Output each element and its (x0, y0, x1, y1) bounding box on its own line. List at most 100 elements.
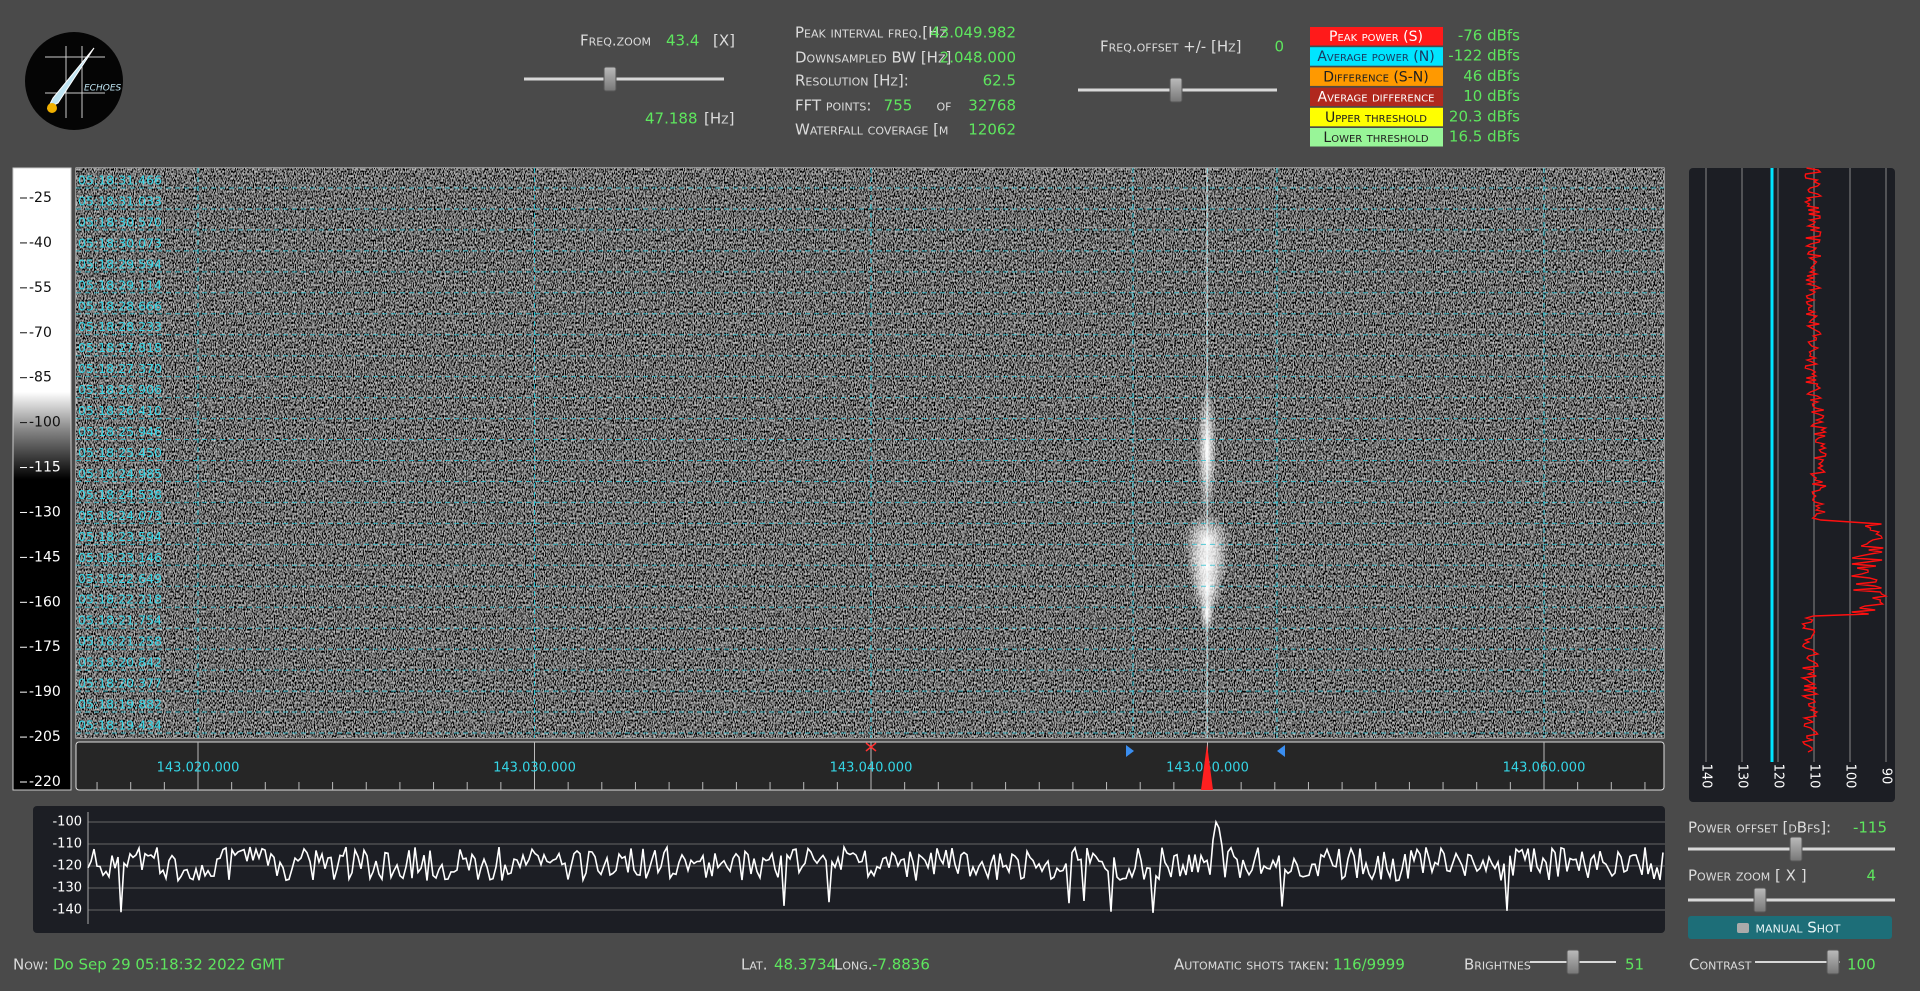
scale-tick-label: -70 (29, 325, 52, 341)
timestamp: 05:18:19.434 (78, 718, 162, 733)
manual-shot-label: manual Shot (1756, 919, 1841, 937)
timestamp: 05:18:28.666 (78, 298, 162, 313)
scale-tick-label: -25 (29, 190, 52, 206)
legend-swatch (1310, 128, 1443, 147)
freq-zoom-value: 43.4 (666, 32, 699, 50)
scale-tick-label: -205 (29, 729, 61, 745)
power-offset-slider[interactable] (1789, 836, 1803, 862)
timestamp: 05:18:24.985 (78, 466, 162, 481)
contrast-value: 100 (1847, 956, 1876, 974)
timestamp: 05:18:24.073 (78, 508, 162, 523)
marker-left (1126, 745, 1134, 757)
contrast-label: Contrast (1689, 956, 1752, 974)
legend-swatch (1310, 47, 1443, 66)
long-value: -7.8836 (872, 956, 930, 974)
legend-label: Average power (N) (1317, 49, 1434, 65)
scale-tick-label: -55 (29, 280, 52, 296)
legend-value: 20.3 dBfs (1449, 107, 1520, 125)
timestamp: 05:18:31.466 (78, 173, 162, 188)
info-label: Peak interval freq.[Hz (795, 24, 947, 42)
spectrum-tick-label: -130 (52, 881, 82, 896)
timestamp: 05:18:26.410 (78, 403, 162, 418)
scale-tick-label: -145 (29, 549, 61, 565)
freq-zoom-hz-value: 47.188 (645, 110, 698, 128)
power-profile (1689, 168, 1895, 802)
logo (25, 32, 123, 130)
freq-zoom-slider[interactable] (603, 66, 617, 92)
timestamp: 05:18:29.594 (78, 256, 162, 271)
scale-tick-label: -40 (29, 235, 52, 251)
legend-label: Peak power (S) (1329, 29, 1423, 45)
freq-zoom-label: Freq.zoom (580, 32, 651, 50)
timestamp: 05:18:21.754 (78, 613, 162, 628)
lat-value: 48.3734 (774, 956, 836, 974)
timestamp: 05:18:22.218 (78, 592, 162, 607)
freq-zoom-hz-unit: [Hz] (704, 110, 735, 128)
spectrum-tick-label: -100 (52, 815, 82, 830)
info-label: Resolution [Hz]: (795, 72, 909, 90)
power-zoom-slider[interactable] (1753, 887, 1767, 913)
legend-value: -122 dBfs (1448, 47, 1520, 65)
timestamp: 05:18:20.377 (78, 676, 162, 691)
shots-label: Automatic shots taken: (1174, 956, 1329, 974)
brightness-label: Brightnes (1464, 956, 1531, 974)
freq-offset-slider[interactable] (1169, 77, 1183, 103)
info-total: 32768 (968, 97, 1016, 115)
freq-zoom-unit: [X] (713, 32, 735, 50)
timestamp: 05:18:24.538 (78, 487, 162, 502)
frequency-axis (75, 741, 1665, 791)
profile-line (1799, 167, 1889, 753)
info-label: Waterfall coverage [m (795, 121, 948, 139)
timestamp: 05:18:25.946 (78, 424, 162, 439)
legend-label: Average difference (1318, 90, 1435, 106)
power-offset-label: Power offset [dBfs]: (1688, 819, 1831, 837)
legend-value: -76 dBfs (1458, 27, 1520, 45)
marker-right (1277, 745, 1285, 757)
legend-swatch (1310, 87, 1443, 107)
timestamp: 05:18:29.114 (78, 277, 162, 292)
timestamp: 05:18:21.258 (78, 634, 162, 649)
scale-tick-label: -100 (29, 415, 61, 431)
profile-tick-label: 100 (1843, 764, 1858, 789)
info-label: Downsampled BW [Hz] (795, 49, 951, 67)
legend-value: 16.5 dBfs (1449, 128, 1520, 146)
brightness-slider[interactable] (1566, 949, 1580, 975)
camera-icon (1737, 923, 1749, 933)
meteor-echo (1199, 590, 1215, 634)
timestamp: 05:18:25.450 (78, 445, 162, 460)
legend-swatch (1310, 27, 1443, 46)
scale-tick-label: -85 (29, 370, 52, 386)
meteor-echo (1191, 564, 1223, 612)
manual-shot-button[interactable] (1688, 916, 1892, 939)
timestamp: 05:18:27.370 (78, 361, 162, 376)
info-value: 62.5 (983, 72, 1016, 90)
legend-label: Upper threshold (1325, 110, 1427, 126)
timestamp: 05:18:22.649 (78, 571, 162, 586)
long-label: Long. (834, 956, 873, 974)
power-zoom-label: Power zoom [ X ] (1688, 867, 1807, 885)
timestamp: 05:18:23.146 (78, 550, 162, 565)
legend-value: 10 dBfs (1463, 87, 1520, 105)
timestamp: 05:18:27.818 (78, 340, 162, 355)
timestamp: 05:18:20.842 (78, 655, 162, 670)
contrast-slider[interactable] (1826, 949, 1840, 975)
shots-value: 116/9999 (1333, 956, 1405, 974)
spectrum (33, 806, 1665, 933)
power-offset-value: -115 (1853, 819, 1887, 837)
scale-tick-label: -130 (29, 504, 61, 520)
info-value: 755 (884, 97, 913, 115)
info-value: 12062 (968, 121, 1016, 139)
logo-text: ECHOES (84, 84, 122, 94)
timestamp: 05:18:26.906 (78, 382, 162, 397)
timestamp: 05:18:19.882 (78, 697, 162, 712)
spectrum-tick-label: -140 (52, 903, 82, 918)
frequency-label: 143.040.000 (830, 761, 913, 776)
frequency-label: 143.020.000 (157, 761, 240, 776)
meteor-echo (1197, 380, 1217, 520)
timestamp: 05:18:30.073 (78, 235, 162, 250)
profile-tick-label: 110 (1807, 764, 1822, 789)
timestamp: 05:18:30.570 (78, 214, 162, 229)
spectrum-tick-label: -110 (52, 837, 82, 852)
frequency-label: 143.030.000 (493, 761, 576, 776)
